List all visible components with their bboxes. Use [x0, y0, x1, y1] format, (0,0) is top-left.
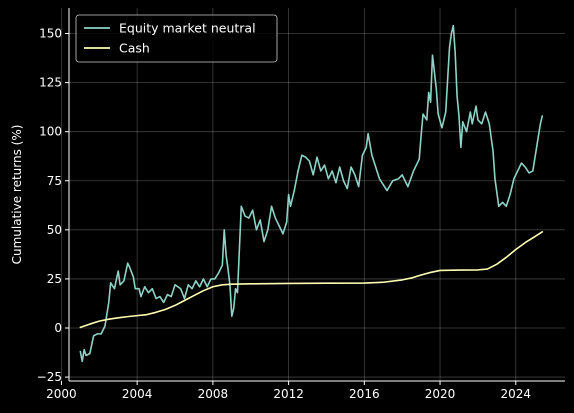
series-layer	[79, 24, 544, 363]
y-tick-label: 125	[39, 76, 62, 90]
x-tick-label: 2004	[122, 387, 153, 401]
legend-box	[75, 14, 278, 63]
y-tick-label: 0	[54, 321, 62, 335]
y-tick-label: 75	[47, 174, 62, 188]
y-tick-label: −25	[37, 370, 62, 384]
y-tick-label: 25	[47, 272, 62, 286]
x-tick-label: 2000	[46, 387, 77, 401]
y-tick-label: 100	[39, 125, 62, 139]
series-line-cash	[79, 231, 544, 329]
series-line-equity-market-neutral	[79, 24, 544, 363]
x-tick-label: 2024	[501, 387, 532, 401]
x-tick-label: 2008	[198, 387, 229, 401]
x-tick-label: 2016	[349, 387, 380, 401]
y-axis-label: Cumulative returns (%)	[10, 125, 24, 265]
grid	[61, 8, 565, 381]
axes: 2000 2004 2008 2012 2016 2020 2024 −25 0 25 50 75 10…	[10, 8, 565, 401]
legend-label: Cash	[119, 41, 150, 56]
y-tick-label: 50	[47, 223, 62, 237]
x-tick-label: 2012	[273, 387, 304, 401]
y-tick-label: 150	[39, 27, 62, 41]
legend: Equity market neutral Cash	[75, 14, 278, 63]
x-tick-label: 2020	[425, 387, 456, 401]
legend-label: Equity market neutral	[119, 21, 256, 36]
